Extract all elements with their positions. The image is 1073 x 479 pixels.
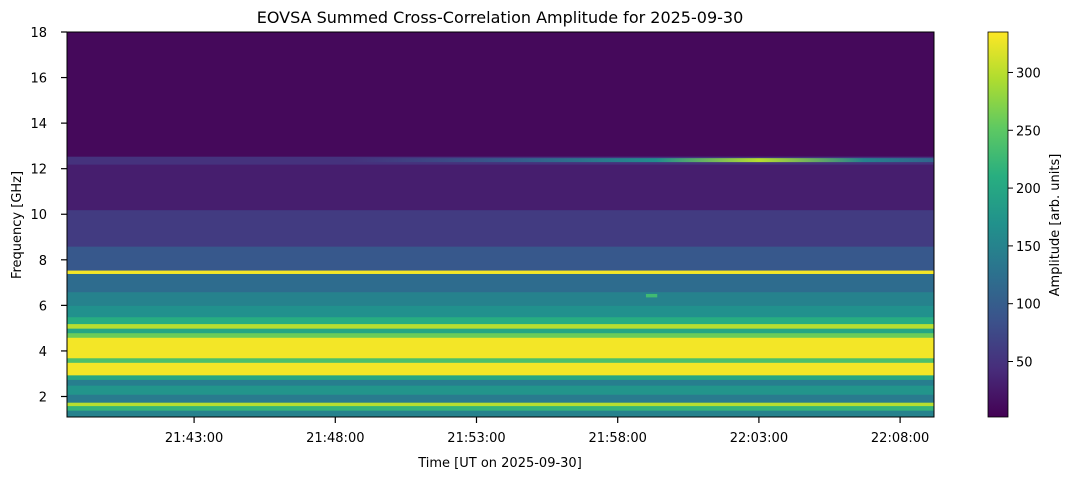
y-tick-label: 10 (30, 208, 47, 223)
x-tick-label: 21:48:00 (306, 431, 364, 446)
band-9 (67, 337, 934, 359)
band-16 (67, 273, 934, 293)
colorbar-label: Amplitude [arb. units] (1048, 154, 1063, 297)
band-11 (67, 328, 934, 334)
colorbar-tick-label: 250 (1016, 124, 1041, 139)
band-14 (67, 305, 934, 318)
band-22 (67, 32, 934, 157)
chart-title: EOVSA Summed Cross-Correlation Amplitude… (257, 8, 744, 27)
colorbar-ticks: 50 100 150 200 250 300 (1008, 66, 1041, 371)
band-19 (67, 209, 934, 247)
x-tick-label: 22:08:00 (871, 431, 929, 446)
brightening-feature (349, 158, 934, 163)
plot-frame (66, 31, 935, 418)
x-tick-label: 22:03:00 (730, 431, 788, 446)
y-tick-label: 16 (30, 72, 47, 87)
colorbar-tick-label: 50 (1016, 356, 1033, 371)
y-tick-label: 6 (39, 299, 47, 314)
band-10 (67, 332, 934, 338)
band-1 (67, 405, 934, 411)
colorbar-tick-label: 200 (1016, 182, 1041, 197)
y-tick-label: 14 (30, 117, 47, 132)
y-tick-label: 8 (39, 254, 47, 269)
colorbar-tick-label: 100 (1016, 298, 1041, 313)
frequency-bands (67, 32, 934, 417)
band-13 (67, 316, 934, 325)
x-axis-label: Time [UT on 2025-09-30] (417, 456, 582, 471)
colorbar-tick-label: 300 (1016, 66, 1041, 81)
x-tick-label: 21:53:00 (447, 431, 505, 446)
colorbar: 50 100 150 200 250 300 Amplitude [arb. units] (987, 31, 1063, 418)
band-3 (67, 394, 934, 403)
heatmap-features (349, 158, 934, 298)
band-4 (67, 385, 934, 395)
band-2 (67, 402, 934, 407)
band-5 (67, 379, 934, 386)
patch-feature (645, 293, 658, 298)
x-axis-ticks: 21:43:00 21:48:00 21:53:00 21:58:00 22:03:00… (165, 417, 929, 446)
y-axis-label: Frequency [GHz] (10, 171, 25, 279)
band-20 (67, 164, 934, 211)
x-tick-label: 21:58:00 (589, 431, 647, 446)
band-7 (67, 362, 934, 376)
y-tick-label: 12 (30, 163, 47, 178)
band-0 (67, 410, 934, 417)
band-8 (67, 357, 934, 363)
heatmap-plot-area (67, 32, 934, 417)
band-15 (67, 291, 934, 306)
colorbar-gradient (987, 31, 1009, 418)
y-tick-label: 18 (30, 26, 47, 41)
y-tick-label: 2 (39, 390, 47, 405)
band-6 (67, 374, 934, 380)
y-tick-label: 4 (39, 345, 47, 360)
band-17 (67, 270, 934, 274)
band-18 (67, 246, 934, 271)
y-axis-ticks: 2 4 6 8 10 12 14 16 18 (30, 26, 67, 405)
x-tick-label: 21:43:00 (165, 431, 223, 446)
band-12 (67, 323, 934, 329)
colorbar-tick-label: 150 (1016, 240, 1041, 255)
